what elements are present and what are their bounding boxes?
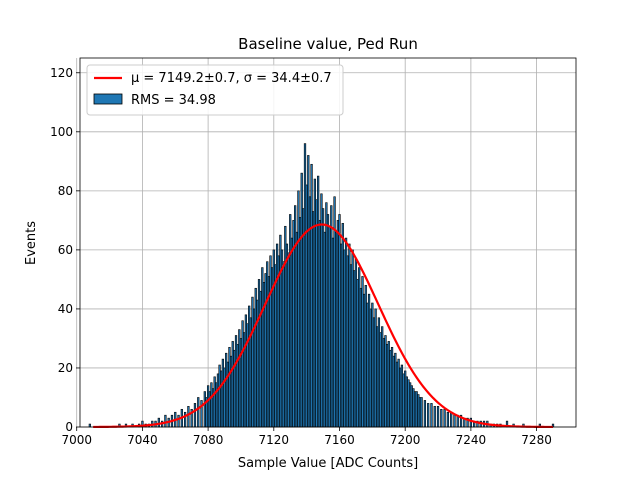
- histogram-bar: [164, 414, 167, 428]
- histogram-bar: [440, 408, 443, 428]
- x-tick-label: 7240: [456, 433, 487, 447]
- y-tick-label: 40: [58, 302, 73, 316]
- y-axis-ticks: 0 20 40 60 80 100 120: [50, 66, 80, 434]
- gaussian-fit-curve: [93, 223, 554, 429]
- x-tick-label: 7280: [521, 433, 552, 447]
- histogram-bar: [187, 406, 190, 428]
- histogram-bar: [420, 397, 423, 428]
- x-axis-ticks: 7000 7040 7080 7120 7160 7200 7240 7280: [61, 427, 552, 447]
- y-tick-label: 80: [58, 184, 73, 198]
- y-tick-label: 20: [58, 361, 73, 375]
- x-tick-label: 7120: [259, 433, 290, 447]
- x-tick-label: 7040: [127, 433, 158, 447]
- histogram-bar: [433, 406, 436, 428]
- y-tick-label: 0: [65, 420, 73, 434]
- histogram-bar: [88, 423, 91, 428]
- y-tick-label: 120: [50, 66, 73, 80]
- histogram-bar: [436, 406, 440, 428]
- legend: μ = 7149.2±0.7, σ = 34.4±0.7 RMS = 34.98: [86, 64, 344, 116]
- y-axis-label: Events: [24, 221, 39, 265]
- histogram-bar: [157, 417, 160, 428]
- histogram-bar: [453, 414, 456, 428]
- histogram-bar: [177, 414, 180, 428]
- x-tick-label: 7200: [390, 433, 421, 447]
- histogram-bar: [446, 411, 450, 428]
- histogram-bar: [197, 397, 200, 428]
- histogram-bar: [443, 408, 446, 428]
- plot-frame: [79, 57, 577, 428]
- legend-histogram-label: RMS = 34.98: [131, 93, 216, 108]
- histogram-bar: [183, 411, 187, 428]
- histogram-bar: [430, 403, 433, 428]
- chart-title: Baseline value, Ped Run: [238, 35, 418, 53]
- legend-box: [86, 64, 344, 116]
- legend-histogram-swatch: [93, 93, 123, 105]
- x-tick-label: 7160: [324, 433, 355, 447]
- histogram-bar: [423, 400, 427, 428]
- histogram-bar: [450, 411, 453, 428]
- y-tick-label: 60: [58, 243, 73, 257]
- histogram-bar: [427, 403, 430, 428]
- y-tick-label: 100: [50, 125, 73, 139]
- histogram-bar: [193, 403, 197, 428]
- x-axis-label: Sample Value [ADC Counts]: [238, 456, 418, 471]
- x-tick-label: 7000: [61, 433, 92, 447]
- legend-fit-label: μ = 7149.2±0.7, σ = 34.4±0.7: [131, 71, 332, 86]
- x-tick-label: 7080: [193, 433, 224, 447]
